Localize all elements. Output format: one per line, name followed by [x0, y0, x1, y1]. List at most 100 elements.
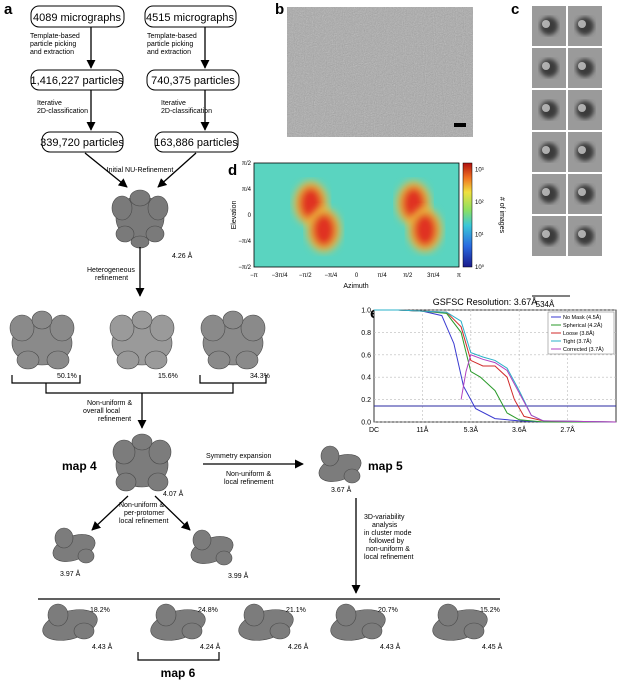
micrographs-left-text: 4089 micrographs	[33, 12, 122, 24]
fsc-xtick: 3.6Å	[512, 425, 527, 434]
fsc-ticks: DC 11Å 5.3Å 3.6Å 2.7Å 1.0 0.8 0.6 0.4 0.2 0.0	[361, 308, 575, 435]
heatmap-ytick: 0	[248, 213, 252, 219]
class-map-3	[200, 310, 266, 370]
heatmap-xtick: −3π/4	[272, 273, 289, 279]
class2d-right-line2: 2D-classification	[161, 108, 212, 115]
nu-overall-line3: refinement	[98, 416, 131, 423]
class-pct-3: 34.3%	[250, 373, 270, 380]
class-map-1	[9, 310, 75, 370]
class-2d-cell	[568, 174, 602, 214]
heatmap-hotspot-2	[306, 207, 341, 252]
svg-text:Spherical (4.2Å): Spherical (4.2Å)	[563, 322, 603, 329]
cluster-res-3: 4.26 Å	[288, 642, 309, 651]
colorbar-tick: 10⁰	[475, 264, 485, 271]
micrographs-right-text: 4515 micrographs	[146, 12, 235, 24]
fsc-series	[374, 309, 617, 423]
svg-text:Tight (3.7Å): Tight (3.7Å)	[563, 338, 592, 345]
svg-text:Corrected (3.7Å): Corrected (3.7Å)	[563, 346, 604, 353]
protomer-map-2	[190, 529, 234, 566]
protomer-line3: local refinement	[119, 518, 168, 525]
var-line1: 3D-variability	[364, 514, 405, 521]
picking-left-line1: Template-based	[30, 33, 80, 40]
heatmap-colorbar	[462, 162, 473, 268]
heatmap-ytick: π/4	[242, 187, 252, 193]
nu-local-line2: local refinement	[224, 479, 273, 486]
class-2d-cell	[568, 132, 602, 172]
nu-overall-line2: overall local	[83, 408, 120, 415]
heatmap-ytick: −π/2	[238, 265, 251, 271]
particles-right-1-text: 740,375 particles	[151, 75, 235, 87]
particles-box-left-1	[30, 69, 124, 91]
cluster-res-5: 4.45 Å	[482, 642, 503, 651]
colorbar-tick: 10²	[475, 200, 484, 206]
picking-right-line1: Template-based	[147, 33, 197, 40]
hetero-line1: Heterogeneous	[87, 267, 135, 274]
fsc-ytick: 0.8	[361, 330, 371, 337]
cluster-map-4	[330, 603, 386, 641]
map5-label: map 5	[368, 459, 403, 473]
hetero-line2: refinement	[95, 275, 128, 282]
heatmap-xtick: −π	[250, 273, 258, 279]
cluster-map-1	[42, 603, 98, 641]
particles-box-left-2	[41, 131, 124, 153]
class-pct-1: 50.1%	[57, 373, 77, 380]
nu-refine-label: Initial NU-Refinement	[107, 167, 174, 174]
picking-right-line2: particle picking	[147, 41, 193, 48]
res-initial: 4.26 Å	[172, 251, 193, 260]
fsc-chart: GSFSC Resolution: 3.67Å DC 11Å 5.3Å 3.6Å 2.7…	[361, 297, 617, 435]
fsc-title: GSFSC Resolution: 3.67Å	[433, 297, 538, 307]
colorbar-tick: 10¹	[475, 233, 484, 239]
class-2d-cell	[568, 48, 602, 88]
class2d-right-line1: Iterative	[161, 100, 186, 107]
cluster-maps: 18.2% 4.43 Å 24.8% 4.24 Å 21.1% 4.26 Å 20.7% 4.…	[42, 603, 503, 651]
heatmap-chart: −π −3π/4 −π/2 −π/4 0 π/4 π/2 3π/4 π π/2 π/4 0 −π/4 −π…	[231, 161, 505, 290]
res-map4: 4.07 Å	[163, 489, 184, 498]
cluster-map-3	[238, 603, 294, 641]
heatmap-xtick: π/4	[378, 273, 388, 279]
res-protomer-1: 3.97 Å	[60, 569, 81, 578]
cluster-pct-5: 15.2%	[480, 607, 500, 614]
cluster-pct-4: 20.7%	[378, 607, 398, 614]
fsc-legend-item-4: Tight (3.7Å)	[551, 338, 592, 345]
colorbar-ticks: 10⁰ 10¹ 10² 10³	[475, 168, 485, 272]
fsc-ytick: 0.4	[361, 375, 371, 382]
class-2d-cell	[568, 6, 602, 46]
fsc-ytick: 0.2	[361, 397, 371, 404]
class-scale-label: 534Å	[536, 300, 555, 309]
class-2d-cell	[532, 48, 566, 88]
fsc-xtick: 5.3Å	[464, 425, 479, 434]
picking-left-line2: particle picking	[30, 41, 76, 48]
cluster-map-5	[432, 603, 488, 641]
micrographs-box-right	[144, 5, 237, 28]
fsc-series-line-5	[460, 354, 617, 423]
micrograph-panel	[287, 7, 473, 137]
heatmap-hotspots	[293, 181, 443, 252]
panel-label-b: b	[275, 1, 284, 18]
res-protomer-2: 3.99 Å	[228, 571, 249, 580]
fsc-xtick: 11Å	[416, 425, 428, 434]
particles-box-right-2	[154, 131, 239, 153]
panel-label-d: d	[228, 162, 237, 179]
fsc-legend-item-2: Spherical (4.2Å)	[551, 322, 603, 329]
cluster-pct-3: 21.1%	[286, 607, 306, 614]
class-map-2	[109, 310, 175, 370]
cluster-res-4: 4.43 Å	[380, 642, 401, 651]
class2d-left-line1: Iterative	[37, 100, 62, 107]
picking-left-line3: and extraction	[30, 49, 74, 56]
colorbar-label: # of images	[498, 197, 505, 234]
panel-label-c: c	[511, 1, 519, 18]
fsc-legend-item-5: Corrected (3.7Å)	[551, 346, 604, 353]
fsc-xtick: DC	[369, 427, 379, 434]
class-2d-cell	[532, 216, 566, 256]
colorbar-tick: 10³	[475, 168, 484, 174]
fsc-xtick: 2.7Å	[560, 425, 575, 434]
particles-left-1-text: 1,416,227 particles	[31, 75, 124, 87]
map4-label: map 4	[62, 459, 97, 473]
heatmap-xtick: −π/2	[299, 273, 312, 279]
heatmap-xtick: 3π/4	[427, 273, 440, 279]
protomer-line2: per-protomer	[124, 510, 165, 517]
svg-text:Loose (3.8Å): Loose (3.8Å)	[563, 330, 595, 337]
cluster-map-2	[150, 603, 206, 641]
class-2d-cell	[568, 216, 602, 256]
